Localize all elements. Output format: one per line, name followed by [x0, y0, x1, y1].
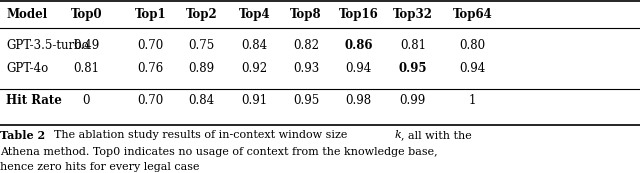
Text: GPT-4o: GPT-4o — [6, 62, 49, 75]
Text: Top8: Top8 — [290, 8, 322, 21]
Text: 0: 0 — [83, 94, 90, 107]
Text: 0.91: 0.91 — [242, 94, 268, 107]
Text: 0.94: 0.94 — [459, 62, 486, 75]
Text: Top64: Top64 — [452, 8, 492, 21]
Text: k: k — [394, 130, 401, 140]
Text: 0.93: 0.93 — [292, 62, 319, 75]
Text: Hit Rate: Hit Rate — [6, 94, 62, 107]
Text: 0.86: 0.86 — [344, 39, 372, 52]
Text: 0.81: 0.81 — [400, 39, 426, 52]
Text: Top4: Top4 — [239, 8, 271, 21]
Text: Athena method. Top0 indicates no usage of context from the knowledge base,: Athena method. Top0 indicates no usage o… — [0, 147, 438, 157]
Text: 0.84: 0.84 — [189, 94, 214, 107]
Text: 0.81: 0.81 — [74, 62, 99, 75]
Text: 0.84: 0.84 — [242, 39, 268, 52]
Text: The ablation study results of in-context window size: The ablation study results of in-context… — [47, 130, 351, 140]
Text: 0.98: 0.98 — [346, 94, 371, 107]
Text: 0.80: 0.80 — [460, 39, 485, 52]
Text: GPT-3.5-turbo: GPT-3.5-turbo — [6, 39, 89, 52]
Text: 0.82: 0.82 — [293, 39, 319, 52]
Text: 0.49: 0.49 — [73, 39, 100, 52]
Text: Top2: Top2 — [186, 8, 218, 21]
Text: 0.89: 0.89 — [189, 62, 214, 75]
Text: hence zero hits for every legal case: hence zero hits for every legal case — [0, 162, 200, 172]
Text: 1: 1 — [468, 94, 476, 107]
Text: 0.76: 0.76 — [137, 62, 164, 75]
Text: 0.75: 0.75 — [188, 39, 215, 52]
Text: , all with the: , all with the — [401, 130, 472, 140]
Text: Top32: Top32 — [393, 8, 433, 21]
Text: 0.95: 0.95 — [292, 94, 319, 107]
Text: Model: Model — [6, 8, 47, 21]
Text: 0.95: 0.95 — [399, 62, 427, 75]
Text: Top0: Top0 — [70, 8, 102, 21]
Text: Top16: Top16 — [339, 8, 378, 21]
Text: 0.99: 0.99 — [399, 94, 426, 107]
Text: 0.92: 0.92 — [242, 62, 268, 75]
Text: Top1: Top1 — [134, 8, 166, 21]
Text: Table 2: Table 2 — [0, 130, 45, 141]
Text: 0.70: 0.70 — [137, 39, 164, 52]
Text: 0.94: 0.94 — [345, 62, 372, 75]
Text: 0.70: 0.70 — [137, 94, 164, 107]
